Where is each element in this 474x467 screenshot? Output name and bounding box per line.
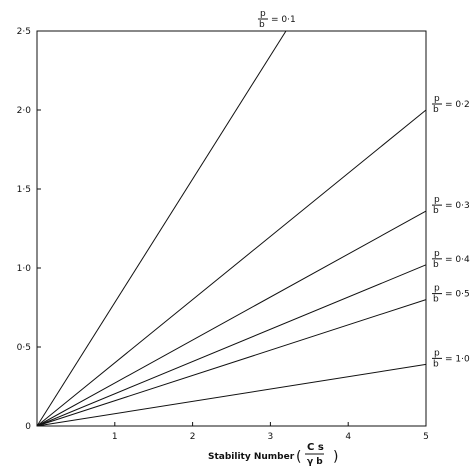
series-line bbox=[36, 210, 427, 427]
y-tick-label: 0 bbox=[25, 422, 31, 432]
series-label-denominator: b bbox=[433, 260, 439, 270]
series-label: pb = 0·4 bbox=[432, 249, 470, 270]
series-label: pb = 0·2 bbox=[432, 94, 470, 115]
y-axis-ticks: 0 0·5 1·0 1·5 2·0 2·5 bbox=[17, 27, 41, 432]
x-axis-label-fraction-denominator: γ b bbox=[307, 457, 323, 467]
y-tick-label: 2·5 bbox=[17, 27, 31, 37]
series-line bbox=[36, 299, 427, 427]
x-axis-label: Stability Number ( C s γ b ) bbox=[208, 442, 338, 467]
series-label-numerator: p bbox=[434, 284, 440, 294]
series-label-denominator: b bbox=[433, 295, 439, 305]
x-axis-label-paren-open: ( bbox=[296, 449, 301, 465]
series-label-value: = 0·4 bbox=[445, 255, 470, 265]
y-tick-label: 1·5 bbox=[17, 185, 31, 195]
x-tick-label: 1 bbox=[112, 432, 118, 442]
x-tick-label: 4 bbox=[345, 432, 351, 442]
series-line bbox=[36, 109, 427, 427]
series-label-numerator: p bbox=[260, 9, 266, 19]
series-label-numerator: p bbox=[434, 94, 440, 104]
series-line bbox=[36, 264, 427, 427]
x-tick-label: 2 bbox=[190, 432, 196, 442]
series-label-numerator: p bbox=[434, 348, 440, 358]
x-tick-label: 5 bbox=[423, 432, 429, 442]
series-label: pb = 1·0 bbox=[432, 348, 470, 369]
series-label-denominator: b bbox=[433, 105, 439, 115]
x-axis-label-fraction-numerator: C s bbox=[307, 442, 324, 453]
y-tick-label: 1·0 bbox=[17, 264, 32, 274]
series-line bbox=[36, 30, 287, 427]
series-label-value: = 1·0 bbox=[445, 354, 470, 364]
y-tick-label: 2·0 bbox=[17, 106, 32, 116]
series-labels: pb = 0·1pb = 0·2pb = 0·3pb = 0·4pb = 0·5pb = 1… bbox=[257, 9, 470, 369]
x-axis-label-paren-close: ) bbox=[333, 449, 338, 465]
series-label-denominator: b bbox=[259, 20, 265, 30]
series-label-denominator: b bbox=[433, 359, 439, 369]
series-label-value: = 0·1 bbox=[271, 15, 296, 25]
y-tick-label: 0·5 bbox=[17, 343, 31, 353]
series-label-value: = 0·2 bbox=[445, 100, 470, 110]
x-axis-ticks: 1 2 3 4 5 bbox=[112, 422, 429, 442]
axes bbox=[36, 30, 427, 427]
series-line bbox=[36, 363, 427, 427]
series-label: pb = 0·5 bbox=[432, 284, 470, 305]
x-tick-label: 3 bbox=[268, 432, 274, 442]
series-label-denominator: b bbox=[433, 206, 439, 216]
series-label-value: = 0·3 bbox=[445, 201, 470, 211]
x-axis-label-text: Stability Number bbox=[208, 452, 295, 462]
series-lines bbox=[36, 30, 427, 427]
series-label-value: = 0·5 bbox=[445, 290, 470, 300]
series-label: pb = 0·3 bbox=[432, 195, 470, 216]
plot-frame bbox=[36, 30, 427, 427]
series-label-numerator: p bbox=[434, 249, 440, 259]
series-label-numerator: p bbox=[434, 195, 440, 205]
series-label: pb = 0·1 bbox=[257, 9, 296, 30]
